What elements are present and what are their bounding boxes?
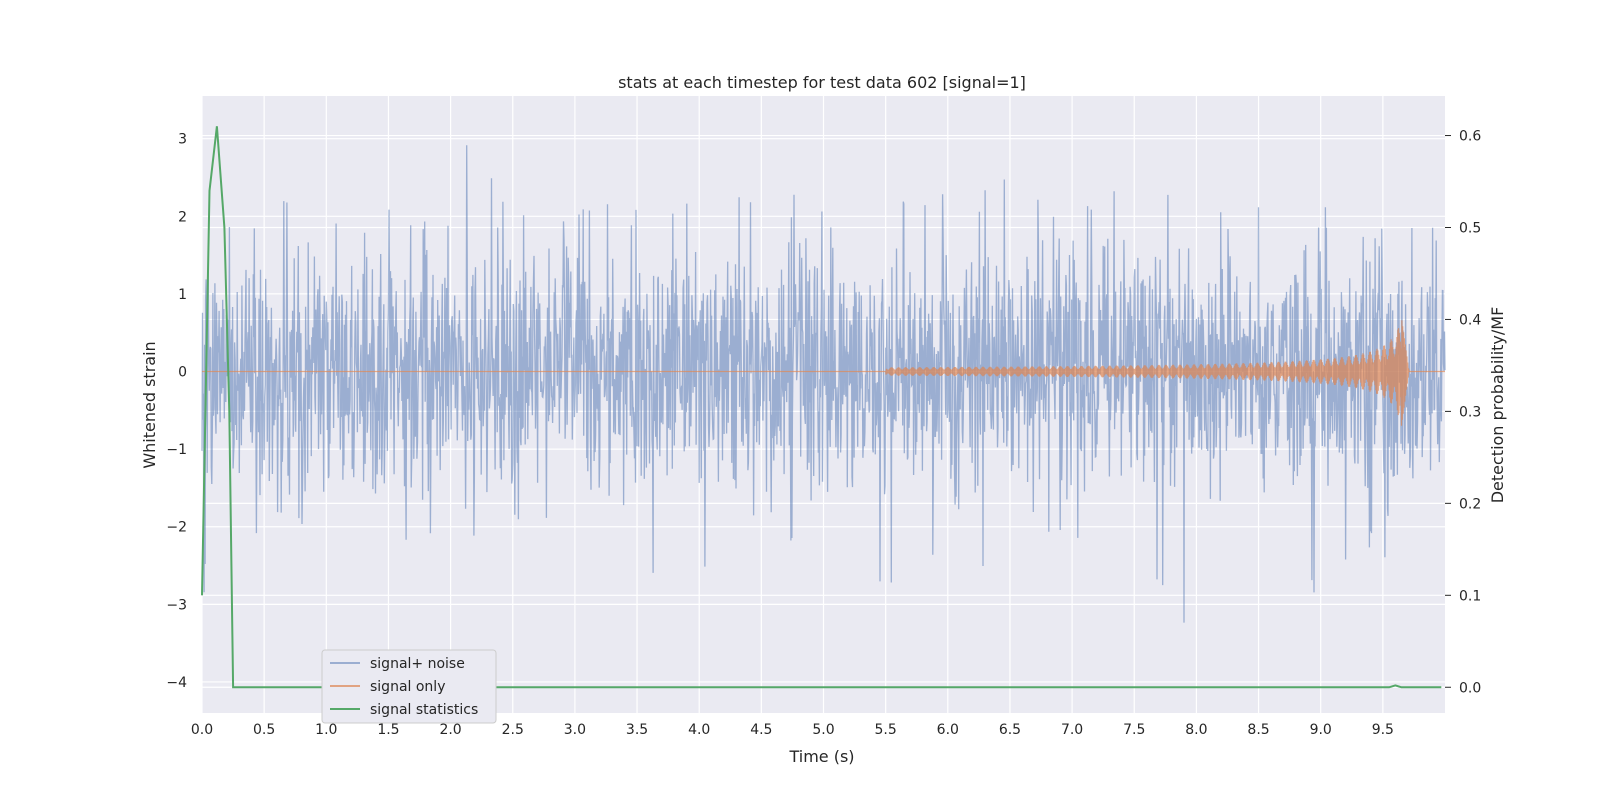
signal-only-line	[202, 320, 1445, 426]
x-tick-label: 3.0	[564, 722, 586, 738]
y-tick-label: 0	[178, 365, 187, 381]
x-tick-label: 5.0	[812, 722, 834, 738]
x-tick-label: 8.5	[1247, 722, 1269, 738]
x-tick-label: 6.0	[937, 722, 959, 738]
legend-label-signal-statistics: signal statistics	[370, 702, 478, 718]
y2-axis-label: Detection probability/MF	[1488, 307, 1507, 504]
y2-tick-label: 0.3	[1459, 404, 1481, 420]
x-tick-label: 2.5	[502, 722, 524, 738]
legend: signal+ noise signal only signal statist…	[321, 649, 497, 724]
x-tick-label: 2.0	[439, 722, 461, 738]
x-axis-label: Time (s)	[788, 747, 854, 766]
signal-statistics-series	[201, 126, 1442, 689]
legend-box	[321, 649, 497, 724]
y-tick-label: 2	[178, 209, 187, 225]
signal-only-series	[202, 320, 1445, 426]
y2-tick-label: 0.4	[1459, 312, 1481, 328]
x-tick-label: 3.5	[626, 722, 648, 738]
tick-labels: 0.0 0.5 1.0 1.5 2.0 2.5 3.0 3.5 4.0 4.5 5.0 5.5 6.0 6…	[166, 129, 1481, 738]
signal-statistics-line	[201, 126, 1442, 689]
y2-tick-label: 0.5	[1459, 220, 1481, 236]
y-tick-label: 3	[178, 132, 187, 148]
x-tick-label: 4.5	[750, 722, 772, 738]
y-tick-label: −4	[166, 675, 187, 691]
x-tick-label: 0.0	[191, 722, 213, 738]
y2-tick-label: 0.2	[1459, 496, 1481, 512]
x-tick-label: 1.5	[377, 722, 399, 738]
y2-tick-label: 0.1	[1459, 588, 1481, 604]
chart-title: stats at each timestep for test data 602…	[618, 73, 1026, 92]
legend-label-signal-only: signal only	[370, 679, 445, 695]
y-tick-label: −1	[166, 442, 187, 458]
x-tick-label: 6.5	[999, 722, 1021, 738]
x-tick-label: 4.0	[688, 722, 710, 738]
x-tick-label: 7.5	[1123, 722, 1145, 738]
x-tick-label: 5.5	[875, 722, 897, 738]
y-tick-label: −3	[166, 597, 187, 613]
y-axis-label: Whitened strain	[140, 341, 159, 468]
x-tick-label: 7.0	[1061, 722, 1083, 738]
y2-tick-label: 0.6	[1459, 129, 1481, 145]
y-tick-label: −2	[166, 520, 187, 536]
x-tick-label: 1.0	[315, 722, 337, 738]
x-tick-label: 0.5	[253, 722, 275, 738]
x-tick-label: 8.0	[1185, 722, 1207, 738]
x-tick-label: 9.0	[1310, 722, 1332, 738]
x-tick-label: 9.5	[1372, 722, 1394, 738]
y-tick-label: 1	[178, 287, 187, 303]
y2-tick-label: 0.0	[1459, 680, 1481, 696]
legend-label-signal-noise: signal+ noise	[370, 656, 465, 672]
